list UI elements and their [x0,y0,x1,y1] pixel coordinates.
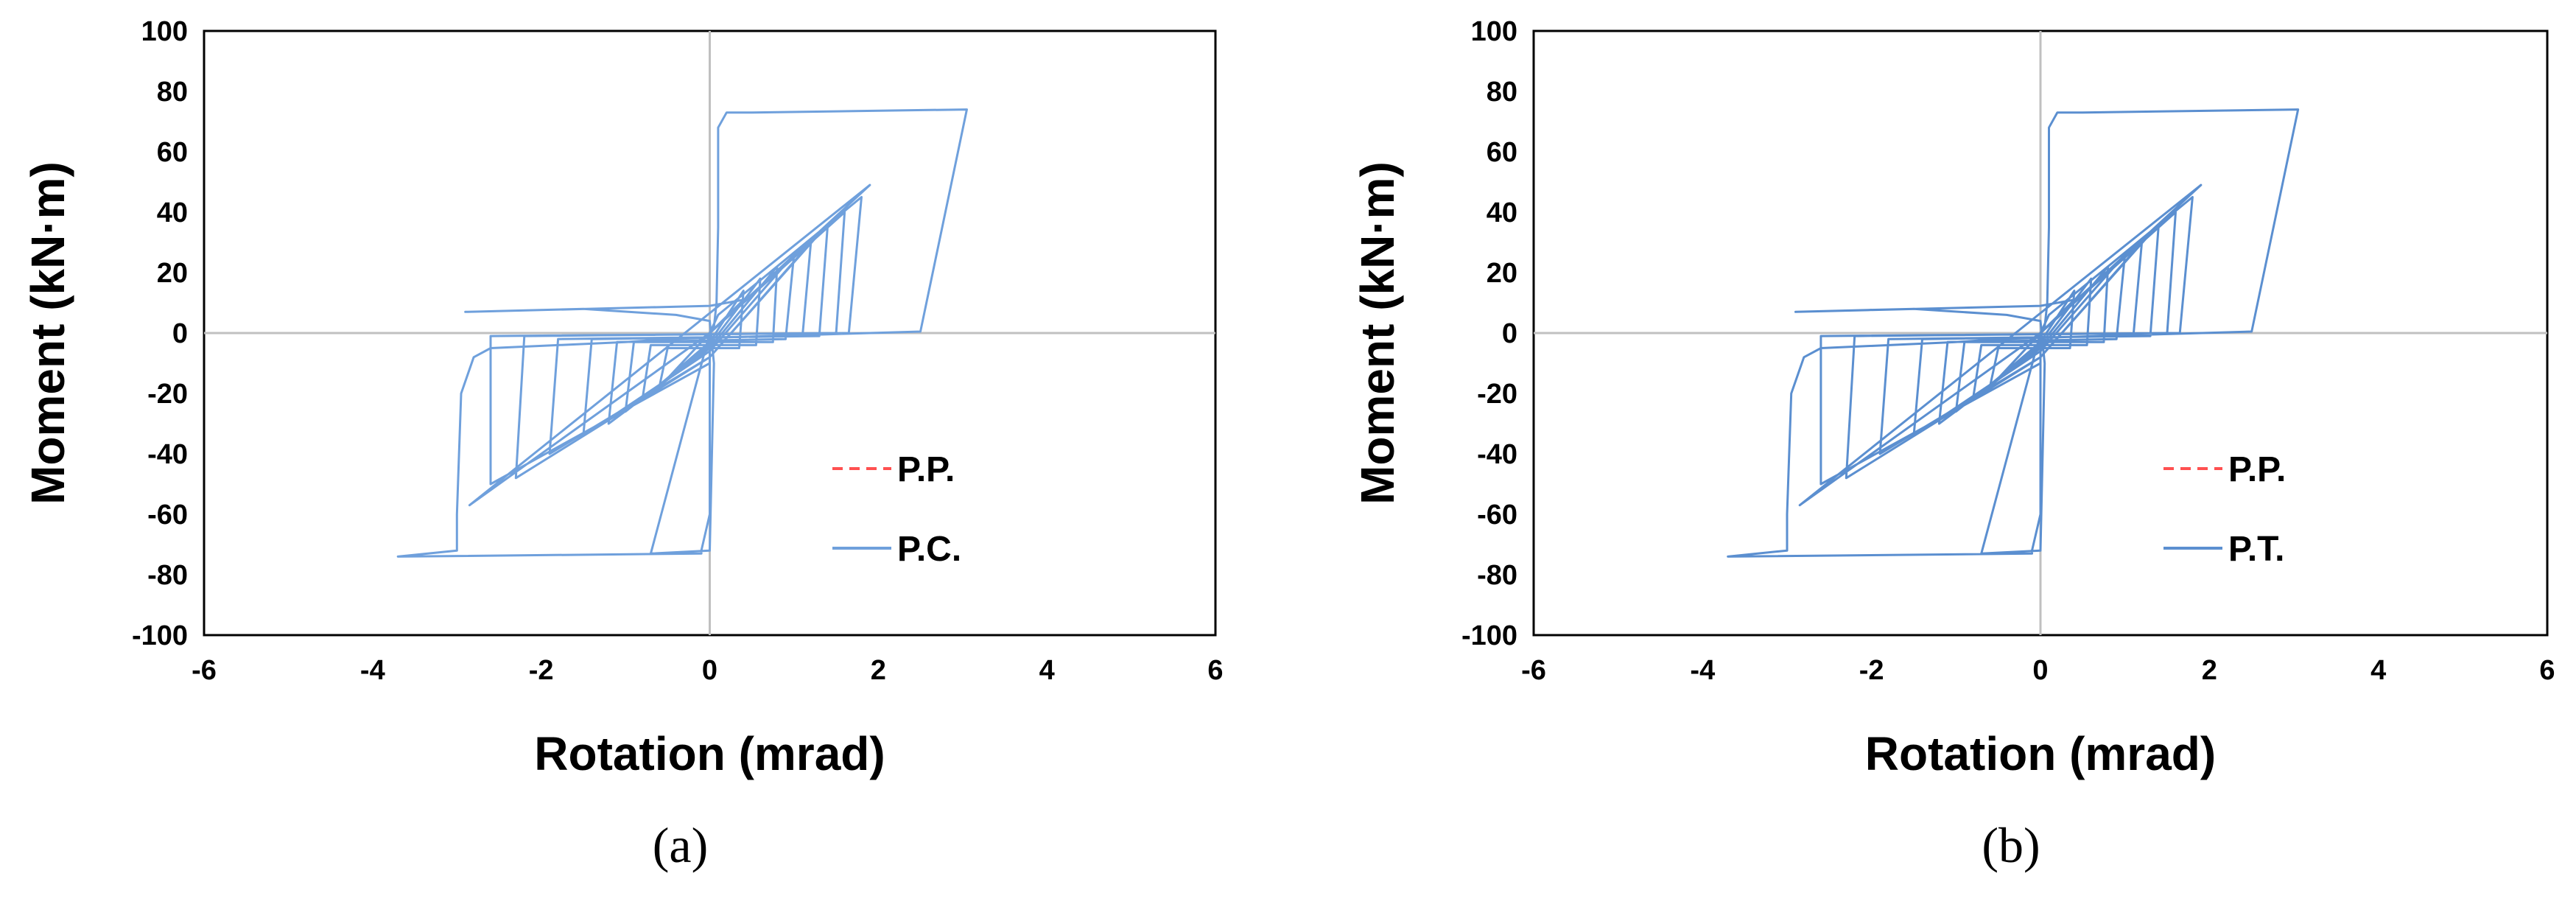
y-tick-label: 0 [172,318,188,349]
y-tick-label: -80 [1477,560,1517,591]
y-tick-label: -20 [1477,379,1517,410]
legend-label: P.P. [897,450,955,489]
x-tick-label: 0 [2032,655,2048,686]
y-tick-label: -20 [147,379,188,410]
y-tick-label: -100 [1461,620,1517,651]
y-tick-label: 80 [1487,77,1517,108]
y-tick-label: 40 [157,197,188,228]
y-tick-label: -100 [132,620,188,651]
panel-label: (a) [653,817,708,873]
chart-panel-b: -6 -4 -2 0 2 4 6100806040200-20-40-60-80-100Ro… [1351,16,2555,873]
x-tick-label: -2 [529,655,554,686]
y-tick-label: -40 [1477,439,1517,470]
legend: P.P. P.C. [832,450,961,569]
y-axis-title: Moment (kN·m) [1351,161,1404,505]
x-tick-label: -4 [360,655,385,686]
y-tick-label: -60 [147,500,188,530]
x-tick-label: -6 [1521,655,1546,686]
x-tick-label: 2 [2202,655,2217,686]
y-tick-label: 40 [1487,197,1517,228]
y-tick-label: 80 [157,77,188,108]
chart-panel-a: -6 -4 -2 0 2 4 6100806040200-20-40-60-80-100Ro… [21,16,1224,873]
y-tick-label: 0 [1502,318,1517,349]
series-line-pc [396,108,968,558]
panel-label: (b) [1982,817,2040,873]
series-line-pt [1727,108,2300,558]
y-tick-label: 100 [1471,16,1517,47]
x-tick-label: 6 [2539,655,2555,686]
y-tick-label: 20 [157,258,188,289]
legend-label: P.C. [897,530,961,569]
y-tick-label: -60 [1477,500,1517,530]
x-tick-label: 6 [1207,655,1223,686]
y-axis-title: Moment (kN·m) [21,161,74,505]
y-tick-label: 60 [1487,137,1517,168]
x-tick-label: 0 [702,655,717,686]
y-tick-label: 100 [141,16,188,47]
x-tick-label: 4 [2370,655,2386,686]
legend-label: P.P. [2228,450,2286,489]
x-tick-label: -4 [1690,655,1715,686]
legend: P.P. P.T. [2163,450,2286,569]
y-tick-label: 20 [1487,258,1517,289]
x-tick-label: -6 [192,655,217,686]
x-tick-label: 2 [871,655,886,686]
legend-label: P.T. [2228,530,2285,569]
y-tick-label: 60 [157,137,188,168]
y-tick-label: -80 [147,560,188,591]
x-axis-title: Rotation (mrad) [534,727,885,780]
x-tick-label: 4 [1039,655,1055,686]
y-tick-label: -40 [147,439,188,470]
x-axis-title: Rotation (mrad) [1865,727,2216,780]
x-tick-label: -2 [1859,655,1884,686]
